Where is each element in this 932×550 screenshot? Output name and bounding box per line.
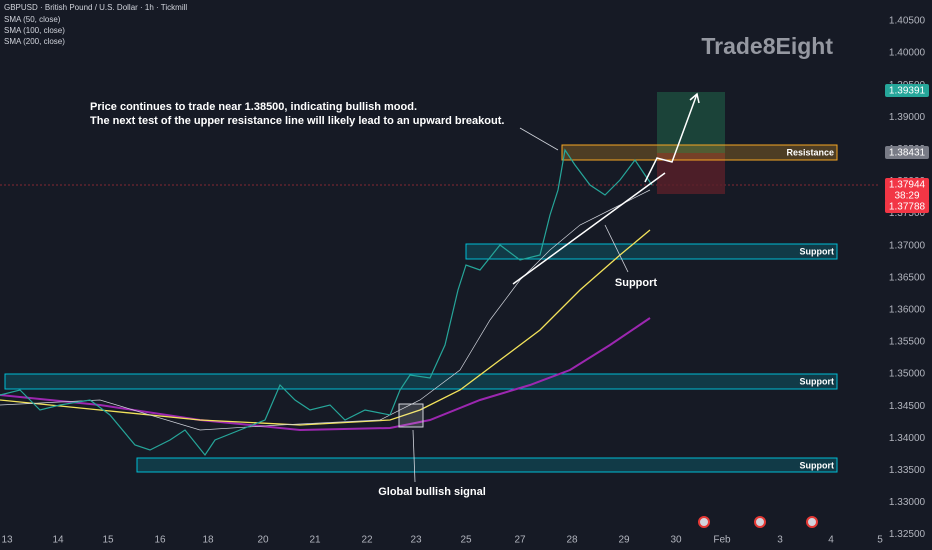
- time-tick-label: Feb: [713, 535, 731, 546]
- price-tick-label: 1.36500: [889, 272, 926, 283]
- stop-price: 1.37788: [889, 202, 926, 213]
- time-tick-label: 22: [361, 535, 373, 546]
- pointer: [604, 224, 629, 273]
- watermark: Trade8Eight: [701, 33, 833, 59]
- profit-zone: [657, 92, 725, 153]
- price-tick-label: 1.40000: [889, 48, 926, 59]
- price-tick-label: 1.35500: [889, 337, 926, 348]
- resistance-zone: [561, 144, 838, 161]
- stop-tag: [885, 200, 929, 213]
- countdown: 38:29: [894, 191, 919, 202]
- time-tick-label: 13: [1, 535, 13, 546]
- last-price: 1.37944: [889, 180, 926, 191]
- zone-label: Support: [800, 460, 835, 470]
- target-tag: [885, 84, 929, 97]
- projection-arrow: [644, 93, 698, 183]
- support-zone: [4, 373, 838, 390]
- event-icon[interactable]: [754, 516, 766, 528]
- price-tick-label: 1.37500: [889, 208, 926, 219]
- support-zone: [136, 457, 838, 473]
- time-tick-label: 28: [566, 535, 578, 546]
- time-tick-label: 23: [410, 535, 422, 546]
- time-tick-label: 20: [257, 535, 269, 546]
- arrow-head: [689, 92, 700, 104]
- time-tick-label: 30: [670, 535, 682, 546]
- last-tag: [885, 178, 929, 202]
- symbol: GBPUSD · British Pound / U.S. Dollar · 1…: [4, 3, 187, 12]
- pointer: [519, 127, 559, 151]
- event-icon[interactable]: [806, 516, 818, 528]
- indicator: SMA (50, close): [4, 15, 61, 24]
- price-tick-label: 1.34000: [889, 433, 926, 444]
- resistance-price: 1.38431: [889, 148, 926, 159]
- time-tick-label: 14: [52, 535, 64, 546]
- price-series: [0, 148, 653, 457]
- trendline: [512, 172, 666, 285]
- time-tick-label: 27: [514, 535, 526, 546]
- time-tick-label: 15: [102, 535, 114, 546]
- signal-box: [398, 403, 424, 428]
- sma-200: [0, 317, 651, 432]
- event-icon[interactable]: [698, 516, 710, 528]
- price-tick-label: 1.33500: [889, 465, 926, 476]
- pointer: [412, 429, 416, 483]
- zone-label: Support: [800, 376, 835, 386]
- time-tick-label: 3: [777, 535, 783, 546]
- zone-label: Resistance: [786, 147, 834, 157]
- indicator: SMA (100, close): [4, 26, 65, 35]
- time-tick-label: 4: [828, 535, 834, 546]
- time-tick-label: 21: [309, 535, 321, 546]
- annotation: Support: [615, 277, 657, 289]
- price-tick-label: 1.39000: [889, 112, 926, 123]
- time-tick-label: 5: [877, 535, 883, 546]
- time-tick-label: 16: [154, 535, 166, 546]
- time-tick-label: 25: [460, 535, 472, 546]
- indicator: SMA (200, close): [4, 37, 65, 46]
- time-tick-label: 29: [618, 535, 630, 546]
- price-tick-label: 1.33000: [889, 497, 926, 508]
- resistance-tag: [885, 146, 929, 159]
- sma-100: [0, 229, 651, 426]
- price-tick-label: 1.36000: [889, 305, 926, 316]
- price-tick-label: 1.37000: [889, 240, 926, 251]
- annotation: Price continues to trade near 1.38500, i…: [90, 101, 417, 113]
- annotation: The next test of the upper resistance li…: [90, 115, 504, 127]
- time-tick-label: 18: [202, 535, 214, 546]
- price-tick-label: 1.40500: [889, 16, 926, 27]
- zone-label: Support: [800, 246, 835, 256]
- price-tick-label: 1.34500: [889, 401, 926, 412]
- target-price: 1.39391: [889, 86, 926, 97]
- sma-50: [0, 189, 651, 431]
- support-zone: [465, 243, 838, 260]
- price-tick-label: 1.35000: [889, 369, 926, 380]
- price-tick-label: 1.32500: [889, 529, 926, 540]
- annotation: Global bullish signal: [378, 486, 486, 498]
